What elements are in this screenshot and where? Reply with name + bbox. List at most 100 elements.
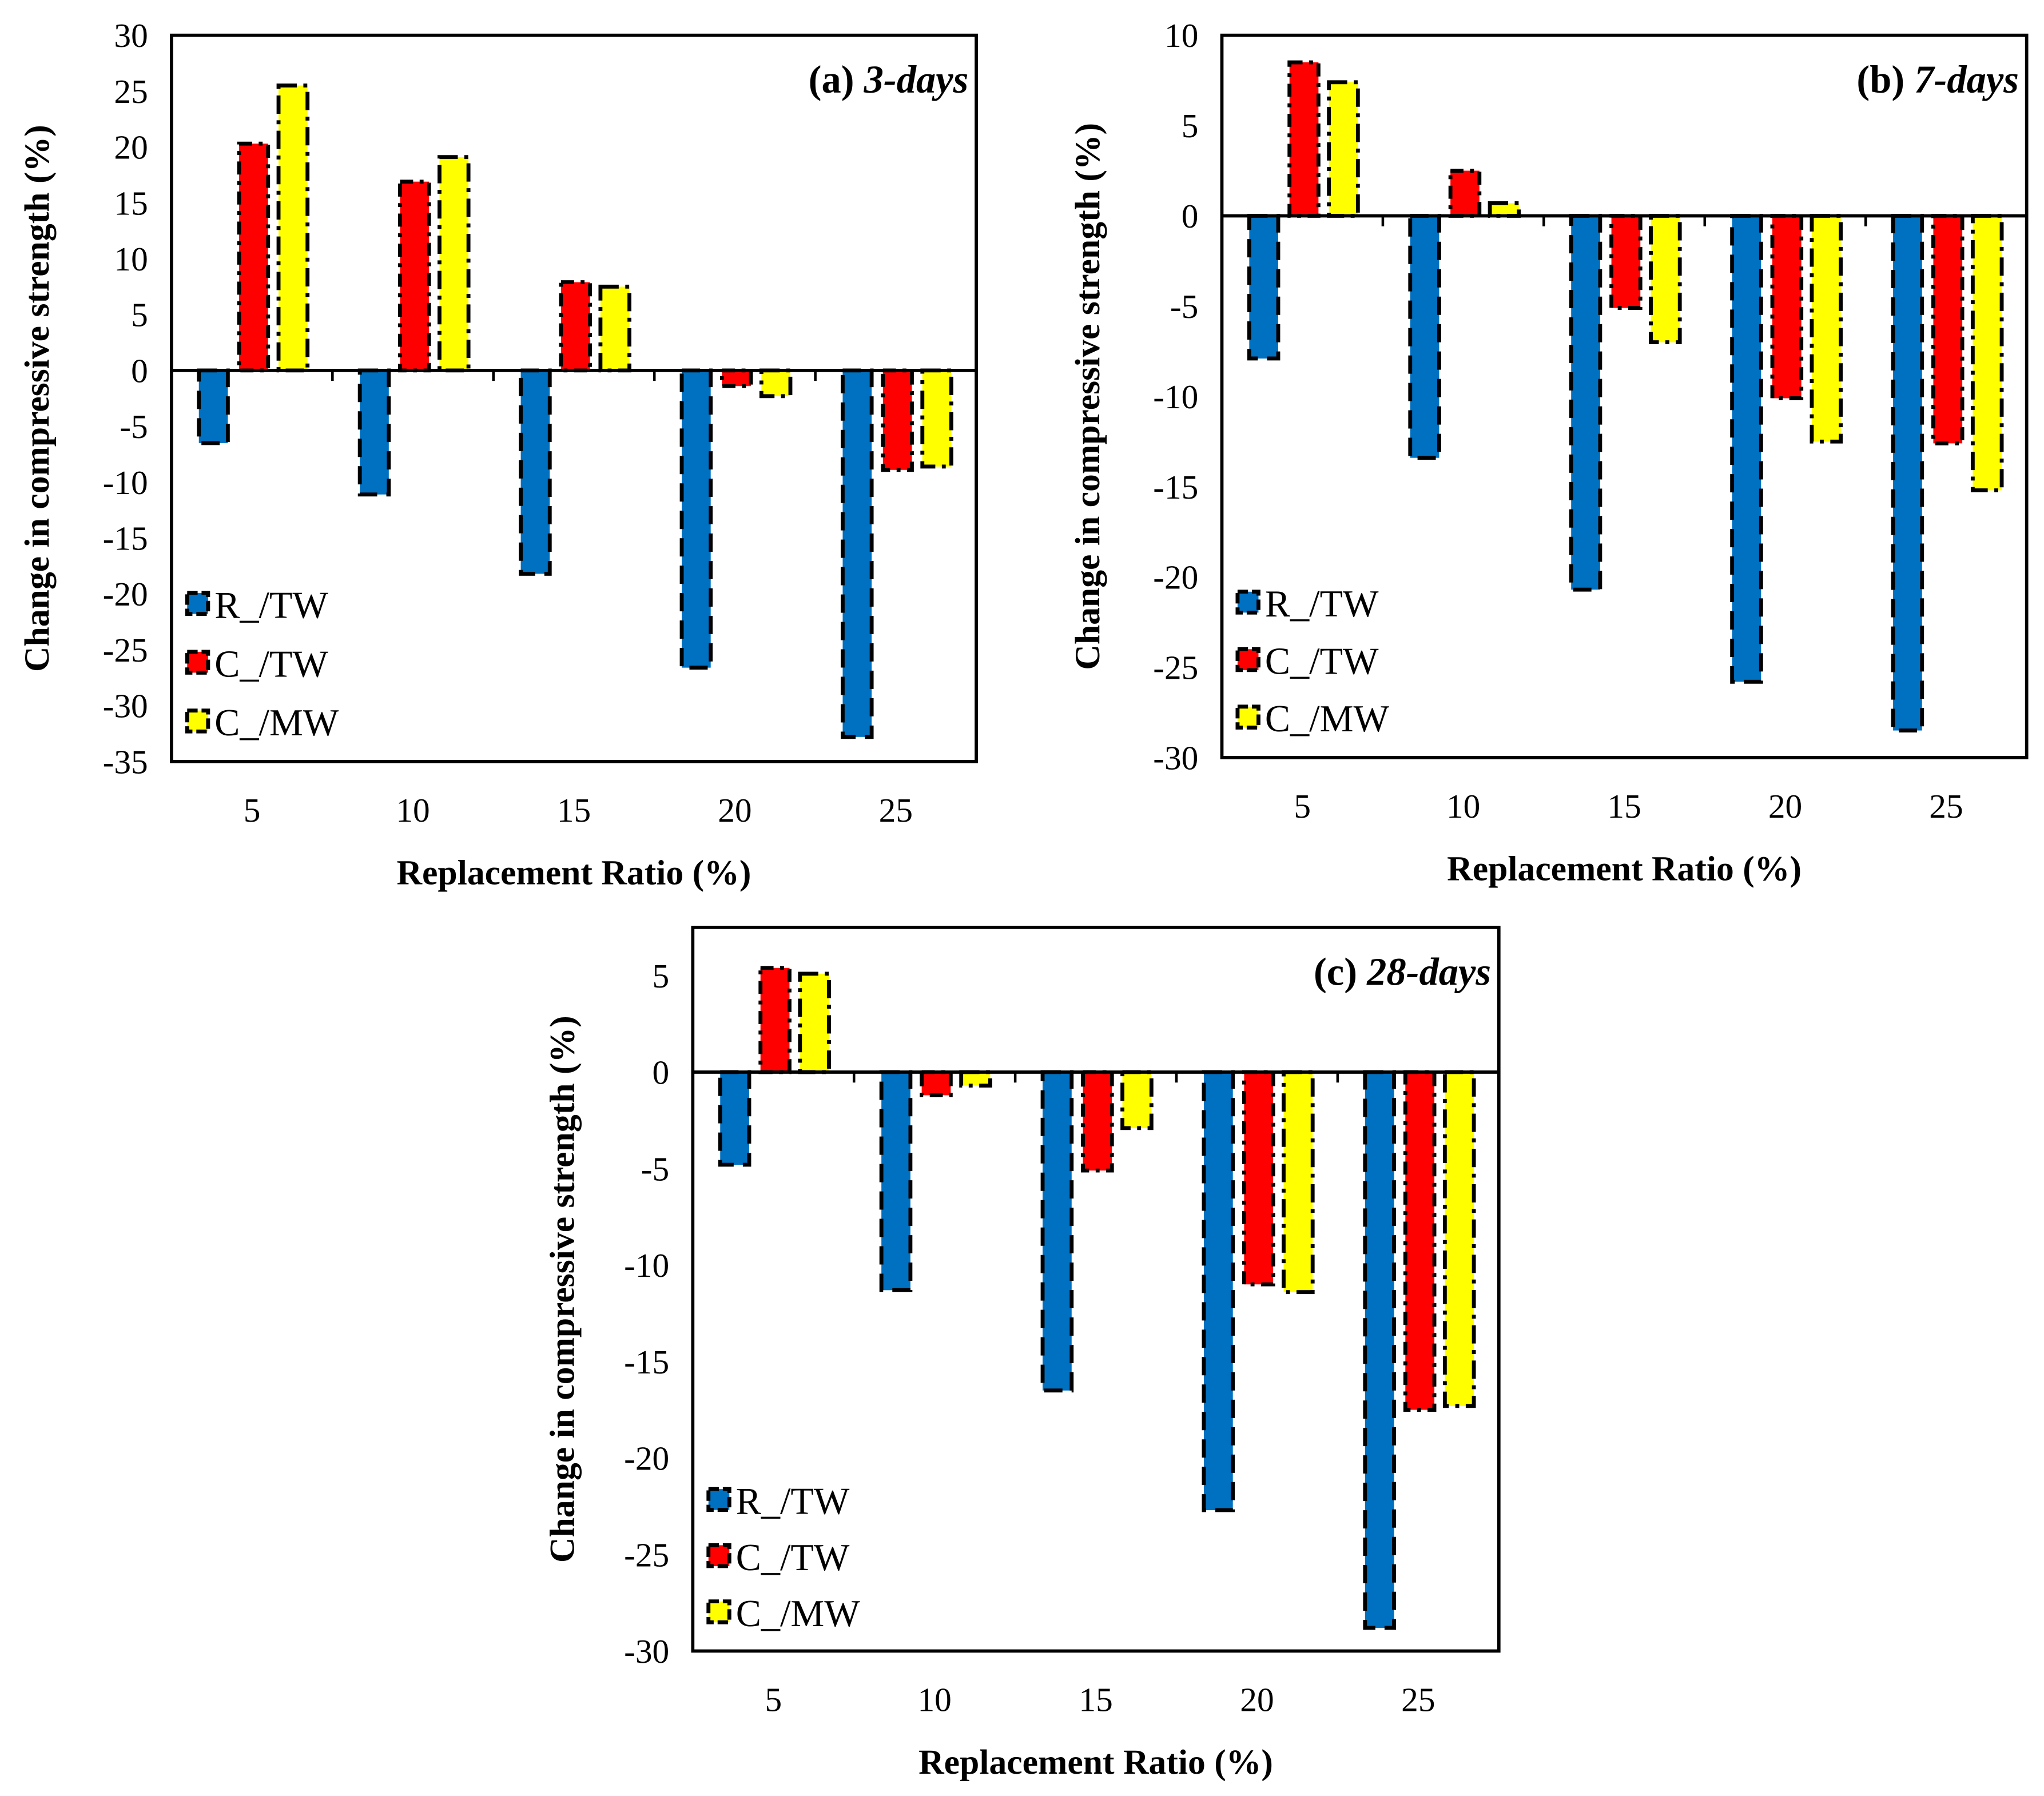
chart-title-period: 7-days bbox=[1914, 58, 2019, 101]
bar-cmw-25 bbox=[920, 368, 953, 469]
bar-ctw-20 bbox=[719, 368, 753, 388]
x-tick-label: 25 bbox=[879, 791, 913, 829]
bar-ctw-20 bbox=[1242, 1070, 1275, 1287]
y-tick-label: -20 bbox=[1153, 559, 1198, 596]
x-tick-label: 10 bbox=[396, 791, 430, 829]
bar-ctw-10 bbox=[398, 180, 431, 373]
bar-cmw-15 bbox=[598, 284, 631, 373]
y-tick-label: 10 bbox=[114, 240, 148, 278]
bar-ctw-5 bbox=[1287, 60, 1321, 218]
bar-cmw-10 bbox=[1488, 201, 1521, 218]
legend-swatch bbox=[185, 708, 210, 734]
legend-label: C_/TW bbox=[1265, 641, 1379, 683]
bar-ctw-25 bbox=[1403, 1070, 1437, 1412]
bar-ctw-25 bbox=[881, 368, 914, 472]
y-tick-label: -15 bbox=[103, 520, 148, 557]
y-tick-label: -30 bbox=[624, 1632, 669, 1670]
bar-ctw-10 bbox=[1448, 169, 1482, 218]
y-tick-label: -20 bbox=[103, 575, 148, 613]
bar-ctw-25 bbox=[1931, 214, 1965, 445]
y-axis-label: Change in compressive strength (%) bbox=[543, 1016, 582, 1563]
x-tick-label: 20 bbox=[718, 791, 751, 829]
legend-swatch bbox=[706, 1487, 731, 1512]
legend-label: C_/MW bbox=[214, 702, 339, 744]
x-tick-label: 15 bbox=[1607, 787, 1641, 825]
bar-rtw-5 bbox=[197, 368, 230, 445]
y-axis-label: Change in compressive strength (%) bbox=[1068, 123, 1107, 670]
y-tick-label: -15 bbox=[624, 1343, 669, 1381]
bar-rtw-20 bbox=[1202, 1070, 1235, 1512]
y-tick-label: -25 bbox=[1153, 649, 1198, 687]
bar-rtw-5 bbox=[1247, 214, 1281, 361]
legend-swatch bbox=[185, 591, 210, 616]
chart-title-prefix: (a) bbox=[809, 58, 864, 101]
bar-rtw-5 bbox=[718, 1070, 751, 1167]
bar-cmw-5 bbox=[1327, 80, 1360, 218]
y-tick-label: -10 bbox=[1153, 378, 1198, 416]
bar-rtw-25 bbox=[841, 368, 874, 739]
x-tick-label: 25 bbox=[1929, 787, 1963, 825]
x-tick-label: 20 bbox=[1768, 787, 1802, 825]
x-tick-label: 20 bbox=[1240, 1681, 1274, 1719]
x-axis-label: Replacement Ratio (%) bbox=[918, 1743, 1273, 1782]
y-tick-label: -5 bbox=[120, 408, 148, 445]
y-tick-label: 30 bbox=[114, 17, 148, 54]
x-tick-label: 5 bbox=[765, 1681, 782, 1719]
y-tick-label: 0 bbox=[131, 352, 148, 389]
bar-cmw-20 bbox=[1810, 214, 1843, 444]
bar-cmw-20 bbox=[1282, 1070, 1315, 1295]
bar-rtw-20 bbox=[679, 368, 713, 670]
plot-frame bbox=[1220, 33, 2029, 759]
y-tick-label: -5 bbox=[1170, 288, 1198, 325]
bar-ctw-15 bbox=[1609, 214, 1643, 310]
y-tick-label: 20 bbox=[114, 129, 148, 166]
bar-rtw-25 bbox=[1363, 1070, 1396, 1630]
legend-swatch bbox=[185, 650, 210, 675]
bar-ctw-15 bbox=[1081, 1070, 1114, 1173]
bar-rtw-15 bbox=[1569, 214, 1602, 592]
bar-ctw-5 bbox=[758, 966, 792, 1074]
bar-rtw-15 bbox=[1040, 1070, 1074, 1393]
y-tick-label: 25 bbox=[114, 73, 148, 110]
x-tick-label: 15 bbox=[557, 791, 591, 829]
y-tick-label: -15 bbox=[1153, 468, 1198, 506]
chart-2: 5 0 -5 -10 -15 -20 -25 -30 5 10 15 20 25 Replacement … bbox=[543, 926, 1501, 1782]
chart-0: 30 25 20 15 10 5 0 -5 -10 -15 -20 -25 -30 -35 5 10 15 20 2… bbox=[18, 17, 978, 893]
y-tick-label: -30 bbox=[1153, 739, 1198, 776]
chart-title: (a) 3-days bbox=[809, 58, 969, 101]
legend-label: R_/TW bbox=[214, 585, 328, 627]
bar-ctw-5 bbox=[237, 141, 271, 373]
y-axis-label: Change in compressive strength (%) bbox=[18, 125, 57, 672]
legend-swatch bbox=[1235, 704, 1260, 730]
x-tick-label: 5 bbox=[244, 791, 261, 829]
y-tick-label: -10 bbox=[103, 464, 148, 501]
legend-label: C_/TW bbox=[214, 643, 328, 685]
legend-swatch bbox=[1235, 590, 1260, 615]
x-tick-label: 10 bbox=[1446, 787, 1480, 825]
bar-rtw-10 bbox=[1408, 214, 1441, 460]
x-tick-label: 15 bbox=[1079, 1681, 1112, 1719]
bar-cmw-15 bbox=[1120, 1070, 1154, 1130]
y-tick-label: -5 bbox=[641, 1150, 669, 1188]
chart-title-period: 3-days bbox=[864, 58, 969, 101]
chart-title-prefix: (c) bbox=[1314, 950, 1367, 993]
y-tick-label: 5 bbox=[1182, 107, 1199, 145]
bar-cmw-10 bbox=[959, 1070, 992, 1088]
y-tick-label: -10 bbox=[624, 1247, 669, 1284]
x-tick-label: 5 bbox=[1294, 787, 1311, 825]
legend-swatch bbox=[706, 1599, 731, 1624]
x-axis-label: Replacement Ratio (%) bbox=[397, 854, 751, 893]
y-tick-label: 15 bbox=[114, 184, 148, 222]
plot-frame bbox=[691, 926, 1501, 1653]
y-tick-label: 0 bbox=[653, 1054, 670, 1092]
y-tick-label: 10 bbox=[1164, 17, 1198, 54]
bar-cmw-5 bbox=[798, 971, 831, 1074]
bar-rtw-15 bbox=[519, 368, 552, 576]
bar-rtw-10 bbox=[879, 1070, 913, 1292]
y-tick-label: 5 bbox=[131, 296, 148, 334]
bar-cmw-25 bbox=[1442, 1070, 1476, 1408]
bar-cmw-10 bbox=[438, 155, 471, 373]
bar-ctw-20 bbox=[1770, 214, 1804, 400]
y-tick-label: 0 bbox=[1182, 197, 1199, 235]
